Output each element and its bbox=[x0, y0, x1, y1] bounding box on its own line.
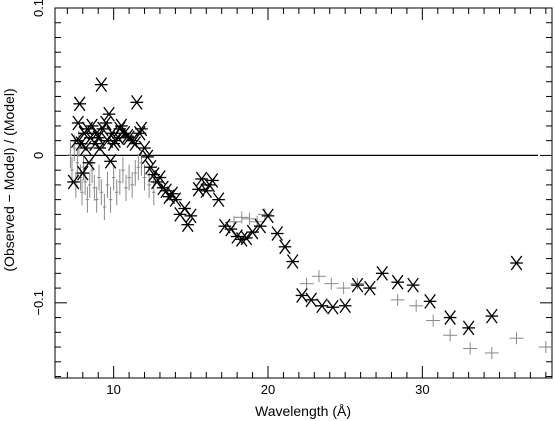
star-point bbox=[351, 277, 364, 293]
star-point bbox=[423, 293, 437, 309]
star-point bbox=[99, 115, 113, 131]
cross-point bbox=[311, 270, 326, 283]
cross-point bbox=[72, 135, 77, 162]
cross-point bbox=[92, 174, 97, 201]
star-point bbox=[184, 208, 198, 224]
cross-point bbox=[121, 157, 125, 184]
star-point bbox=[181, 217, 195, 233]
star-point bbox=[82, 155, 96, 171]
cross-point bbox=[111, 164, 116, 191]
cross-point bbox=[99, 179, 104, 206]
cross-point bbox=[127, 164, 131, 191]
cross-point bbox=[299, 277, 314, 290]
star-point bbox=[130, 94, 144, 110]
star-point bbox=[141, 149, 154, 165]
y-tick-label: 0.1 bbox=[31, 0, 46, 17]
star-point bbox=[510, 255, 523, 271]
star-point bbox=[363, 280, 377, 296]
cross-point bbox=[409, 299, 424, 312]
star-point bbox=[391, 274, 404, 290]
cross-point bbox=[114, 179, 119, 206]
star-point bbox=[144, 159, 157, 175]
y-tick-label: 0 bbox=[31, 152, 46, 159]
star-point bbox=[125, 133, 139, 149]
cross-point bbox=[463, 342, 478, 355]
x-axis-title: Wavelength (Å) bbox=[255, 403, 351, 419]
star-point bbox=[95, 77, 108, 93]
star-point bbox=[85, 118, 99, 134]
star-point bbox=[153, 170, 167, 185]
x-tick-label: 20 bbox=[261, 382, 275, 397]
cross-point bbox=[90, 157, 94, 184]
cross-point bbox=[538, 341, 553, 354]
star-point bbox=[462, 320, 475, 336]
cross-point bbox=[97, 164, 101, 191]
cross-point bbox=[87, 171, 92, 198]
star-point bbox=[286, 254, 299, 269]
star-point bbox=[104, 153, 117, 169]
cross-point bbox=[147, 171, 151, 198]
cross-point bbox=[234, 211, 249, 224]
cross-point bbox=[484, 346, 499, 359]
cross-point bbox=[350, 277, 365, 290]
y-axis-title: (Observed − Model) / (Model) bbox=[1, 88, 17, 271]
x-tick-label: 10 bbox=[106, 382, 120, 397]
cross-point bbox=[242, 212, 257, 225]
star-point bbox=[93, 140, 107, 156]
star-point bbox=[138, 140, 151, 156]
star-point bbox=[443, 310, 457, 325]
cross-point bbox=[81, 154, 86, 181]
cross-point bbox=[85, 186, 90, 213]
cross-point bbox=[390, 293, 405, 306]
star-point bbox=[485, 308, 499, 324]
cross-point bbox=[136, 154, 141, 181]
cross-point bbox=[142, 164, 147, 191]
cross-point bbox=[94, 186, 99, 213]
star-point bbox=[261, 208, 275, 224]
cross-point bbox=[443, 329, 458, 342]
cross-point bbox=[426, 314, 441, 327]
star-point bbox=[406, 277, 420, 293]
star-point bbox=[108, 133, 122, 149]
star-point bbox=[206, 173, 219, 188]
star-point bbox=[304, 292, 318, 308]
plot-frame bbox=[54, 7, 553, 379]
cross-point bbox=[68, 142, 73, 169]
y-tick-label: −0.1 bbox=[31, 290, 46, 316]
star-point bbox=[212, 192, 225, 208]
cross-point bbox=[108, 186, 113, 213]
cross-point bbox=[75, 149, 80, 176]
star-point bbox=[375, 265, 389, 281]
cross-point bbox=[133, 160, 138, 187]
star-point bbox=[115, 118, 128, 134]
star-point bbox=[338, 298, 352, 314]
x-tick-label: 30 bbox=[415, 382, 429, 397]
cross-point bbox=[130, 171, 134, 198]
star-point bbox=[326, 299, 340, 315]
star-point bbox=[169, 192, 182, 208]
star-point bbox=[122, 130, 136, 146]
star-point bbox=[73, 96, 86, 112]
cross-point bbox=[118, 168, 122, 195]
star-point bbox=[70, 133, 83, 149]
star-point bbox=[246, 224, 259, 240]
cross-point bbox=[102, 194, 107, 221]
cross-point bbox=[80, 179, 84, 206]
star-point bbox=[102, 106, 116, 122]
star-point bbox=[315, 298, 329, 314]
cross-point bbox=[124, 174, 128, 201]
cross-point bbox=[324, 277, 339, 290]
star-point bbox=[76, 165, 90, 181]
star-point bbox=[278, 239, 292, 255]
star-point bbox=[240, 230, 253, 246]
star-point bbox=[195, 171, 208, 187]
cross-point bbox=[336, 282, 351, 295]
star-point bbox=[135, 121, 148, 137]
star-point bbox=[270, 226, 284, 241]
cross-point bbox=[105, 171, 110, 198]
cross-point bbox=[509, 332, 524, 345]
cross-point bbox=[151, 179, 156, 206]
star-point bbox=[67, 174, 80, 190]
